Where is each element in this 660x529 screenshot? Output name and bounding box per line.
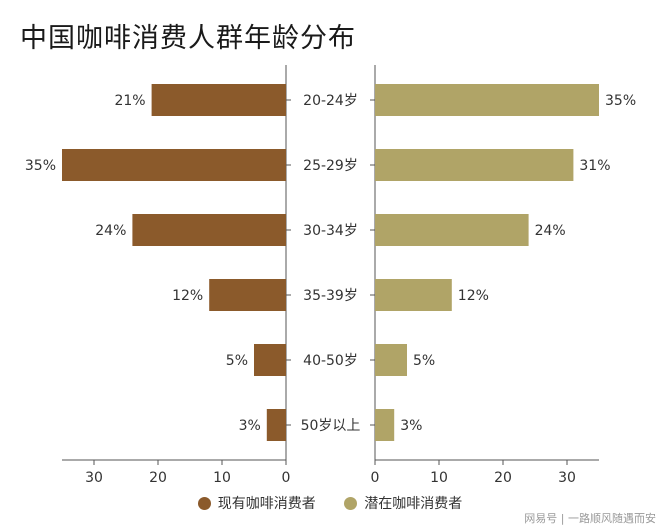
bar-existing — [151, 84, 286, 116]
watermark: 网易号 | 一路顺风随遇而安 — [524, 512, 656, 525]
x-tick-label-right: 20 — [494, 470, 512, 486]
legend-dot — [344, 496, 358, 510]
bar-potential — [375, 344, 407, 376]
bar-potential — [375, 84, 599, 116]
bar-existing — [62, 149, 286, 181]
bar-existing — [254, 344, 286, 376]
data-label-existing: 12% — [172, 288, 203, 304]
data-label-existing: 5% — [226, 353, 248, 369]
x-tick-label-left: 30 — [85, 470, 103, 486]
x-tick-label-right: 30 — [558, 470, 576, 486]
data-label-existing: 3% — [239, 418, 261, 434]
chart-title: 中国咖啡消费人群年龄分布 — [20, 23, 356, 54]
data-label-existing: 24% — [95, 223, 126, 239]
x-tick-label-left: 20 — [149, 470, 167, 486]
category-label: 40-50岁 — [303, 353, 358, 369]
data-label-potential: 3% — [400, 418, 422, 434]
legend: 现有咖啡消费者 潜在咖啡消费者 — [0, 493, 660, 514]
category-label: 30-34岁 — [303, 223, 358, 239]
x-tick-label-left: 0 — [282, 470, 291, 486]
data-label-existing: 35% — [25, 158, 56, 174]
data-label-potential: 35% — [605, 93, 636, 109]
legend-item-potential: 潜在咖啡消费者 — [344, 493, 462, 513]
bar-existing — [132, 214, 286, 246]
bar-potential — [375, 149, 574, 181]
category-label: 25-29岁 — [303, 158, 358, 174]
category-label: 20-24岁 — [303, 93, 358, 109]
category-label: 35-39岁 — [303, 288, 358, 304]
category-label: 50岁以上 — [301, 418, 361, 434]
bar-potential — [375, 409, 395, 441]
data-label-potential: 31% — [579, 158, 610, 174]
legend-label: 现有咖啡消费者 — [217, 496, 316, 512]
data-label-potential: 5% — [413, 353, 435, 369]
x-tick-label-right: 0 — [371, 470, 380, 486]
legend-item-existing: 现有咖啡消费者 — [197, 493, 316, 513]
legend-label: 潜在咖啡消费者 — [364, 496, 463, 512]
data-label-existing: 21% — [114, 93, 145, 109]
bar-existing — [266, 409, 286, 441]
x-tick-label-left: 10 — [213, 470, 231, 486]
bar-potential — [375, 279, 452, 311]
bar-potential — [375, 214, 529, 246]
data-label-potential: 24% — [535, 223, 566, 239]
x-tick-label-right: 10 — [430, 470, 448, 486]
bar-existing — [209, 279, 286, 311]
legend-dot — [197, 496, 211, 510]
data-label-potential: 12% — [458, 288, 489, 304]
